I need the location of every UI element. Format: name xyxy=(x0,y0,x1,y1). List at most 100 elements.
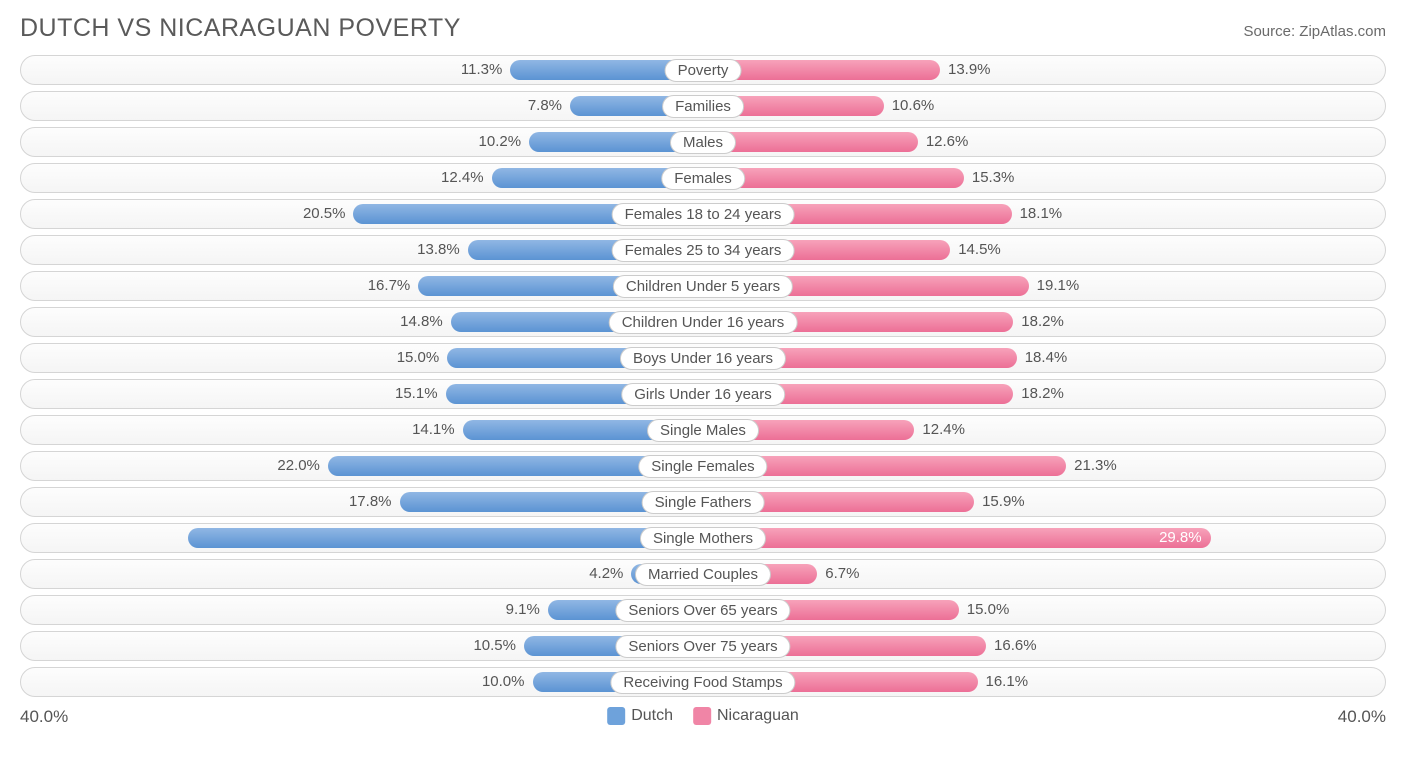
chart-row: 4.2%6.7%Married Couples xyxy=(20,559,1386,589)
row-right-half: 10.6% xyxy=(703,92,1385,120)
value-label-left: 10.0% xyxy=(482,672,525,692)
value-label-left: 13.8% xyxy=(417,240,460,260)
category-label: Females 25 to 34 years xyxy=(612,239,795,262)
row-left-half: 20.5% xyxy=(21,200,703,228)
row-left-half: 15.0% xyxy=(21,344,703,372)
bar-right xyxy=(703,528,1211,548)
row-right-half: 15.3% xyxy=(703,164,1385,192)
chart-title: DUTCH VS NICARAGUAN POVERTY xyxy=(20,14,461,43)
legend: Dutch Nicaraguan xyxy=(607,707,799,725)
chart-row: 10.0% 16.1%Receiving Food Stamps xyxy=(20,667,1386,697)
chart-row: 15.0% 18.4%Boys Under 16 years xyxy=(20,343,1386,373)
row-right-half: 21.3% xyxy=(703,452,1385,480)
row-left-half: 30.2% xyxy=(21,524,703,552)
value-label-left: 20.5% xyxy=(303,204,346,224)
value-label-right: 16.6% xyxy=(994,636,1037,656)
category-label: Single Mothers xyxy=(640,527,766,550)
row-right-half: 16.1% xyxy=(703,668,1385,696)
category-label: Families xyxy=(662,95,744,118)
row-right-half: 19.1% xyxy=(703,272,1385,300)
row-right-half: 13.9% xyxy=(703,56,1385,84)
legend-swatch-left xyxy=(607,707,625,725)
category-label: Single Fathers xyxy=(642,491,765,514)
legend-item-left: Dutch xyxy=(607,707,673,725)
category-label: Seniors Over 65 years xyxy=(615,599,790,622)
row-left-half: 10.0% xyxy=(21,668,703,696)
row-right-half: 15.9% xyxy=(703,488,1385,516)
row-left-half: 7.8% xyxy=(21,92,703,120)
row-right-half: 6.7% xyxy=(703,560,1385,588)
chart-header: DUTCH VS NICARAGUAN POVERTY Source: ZipA… xyxy=(0,0,1406,51)
legend-item-right: Nicaraguan xyxy=(693,707,799,725)
row-left-half: 9.1% xyxy=(21,596,703,624)
chart-row: 30.2% 29.8% Single Mothers xyxy=(20,523,1386,553)
value-label-left: 15.1% xyxy=(395,384,438,404)
chart-row: 17.8% 15.9% Single Fathers xyxy=(20,487,1386,517)
value-label-right: 10.6% xyxy=(892,96,935,116)
row-left-half: 14.1% xyxy=(21,416,703,444)
row-left-half: 13.8% xyxy=(21,236,703,264)
row-left-half: 4.2% xyxy=(21,560,703,588)
row-left-half: 10.2% xyxy=(21,128,703,156)
row-right-half: 15.0% xyxy=(703,596,1385,624)
legend-label-right: Nicaraguan xyxy=(717,707,799,725)
chart-row: 12.4% 15.3%Females xyxy=(20,163,1386,193)
value-label-right: 18.2% xyxy=(1021,312,1064,332)
value-label-left: 22.0% xyxy=(277,456,320,476)
chart-row: 20.5% 18.1% Females 18 to 24 years xyxy=(20,199,1386,229)
value-label-left: 10.5% xyxy=(473,636,516,656)
chart-row: 22.0% 21.3% Single Females xyxy=(20,451,1386,481)
legend-label-left: Dutch xyxy=(631,707,673,725)
category-label: Single Females xyxy=(638,455,767,478)
bar-left xyxy=(188,528,703,548)
chart-row: 13.8% 14.5%Females 25 to 34 years xyxy=(20,235,1386,265)
row-left-half: 11.3% xyxy=(21,56,703,84)
legend-swatch-right xyxy=(693,707,711,725)
chart-row: 7.8% 10.6% Families xyxy=(20,91,1386,121)
axis-max-left: 40.0% xyxy=(20,707,68,727)
value-label-right: 13.9% xyxy=(948,60,991,80)
chart-row: 9.1%15.0%Seniors Over 65 years xyxy=(20,595,1386,625)
chart-row: 10.5% 16.6% Seniors Over 75 years xyxy=(20,631,1386,661)
chart-row: 11.3%13.9%Poverty xyxy=(20,55,1386,85)
value-label-right: 29.8% xyxy=(1159,528,1202,548)
value-label-left: 14.8% xyxy=(400,312,443,332)
value-label-left: 10.2% xyxy=(479,132,522,152)
row-right-half: 16.6% xyxy=(703,632,1385,660)
row-right-half: 18.4% xyxy=(703,344,1385,372)
row-left-half: 15.1% xyxy=(21,380,703,408)
value-label-right: 12.4% xyxy=(922,420,965,440)
category-label: Females 18 to 24 years xyxy=(612,203,795,226)
row-left-half: 12.4% xyxy=(21,164,703,192)
category-label: Receiving Food Stamps xyxy=(610,671,795,694)
value-label-right: 18.1% xyxy=(1020,204,1063,224)
row-left-half: 17.8% xyxy=(21,488,703,516)
chart-area: 11.3%13.9%Poverty7.8%10.6%Families10.2%1… xyxy=(0,51,1406,697)
row-left-half: 16.7% xyxy=(21,272,703,300)
value-label-right: 6.7% xyxy=(825,564,859,584)
row-right-half: 12.6% xyxy=(703,128,1385,156)
axis-max-right: 40.0% xyxy=(1338,707,1386,727)
value-label-left: 7.8% xyxy=(528,96,562,116)
category-label: Boys Under 16 years xyxy=(620,347,786,370)
value-label-left: 14.1% xyxy=(412,420,455,440)
chart-source: Source: ZipAtlas.com xyxy=(1243,23,1386,40)
value-label-right: 19.1% xyxy=(1037,276,1080,296)
row-right-half: 12.4% xyxy=(703,416,1385,444)
category-label: Females xyxy=(661,167,745,190)
value-label-left: 12.4% xyxy=(441,168,484,188)
value-label-right: 12.6% xyxy=(926,132,969,152)
category-label: Seniors Over 75 years xyxy=(615,635,790,658)
row-right-half: 29.8% xyxy=(703,524,1385,552)
row-left-half: 22.0% xyxy=(21,452,703,480)
row-left-half: 10.5% xyxy=(21,632,703,660)
value-label-right: 15.9% xyxy=(982,492,1025,512)
category-label: Children Under 16 years xyxy=(609,311,798,334)
value-label-left: 4.2% xyxy=(589,564,623,584)
chart-row: 15.1%18.2%Girls Under 16 years xyxy=(20,379,1386,409)
row-right-half: 14.5% xyxy=(703,236,1385,264)
value-label-right: 21.3% xyxy=(1074,456,1117,476)
value-label-left: 11.3% xyxy=(461,60,502,80)
value-label-left: 16.7% xyxy=(368,276,411,296)
value-label-left: 15.0% xyxy=(397,348,440,368)
